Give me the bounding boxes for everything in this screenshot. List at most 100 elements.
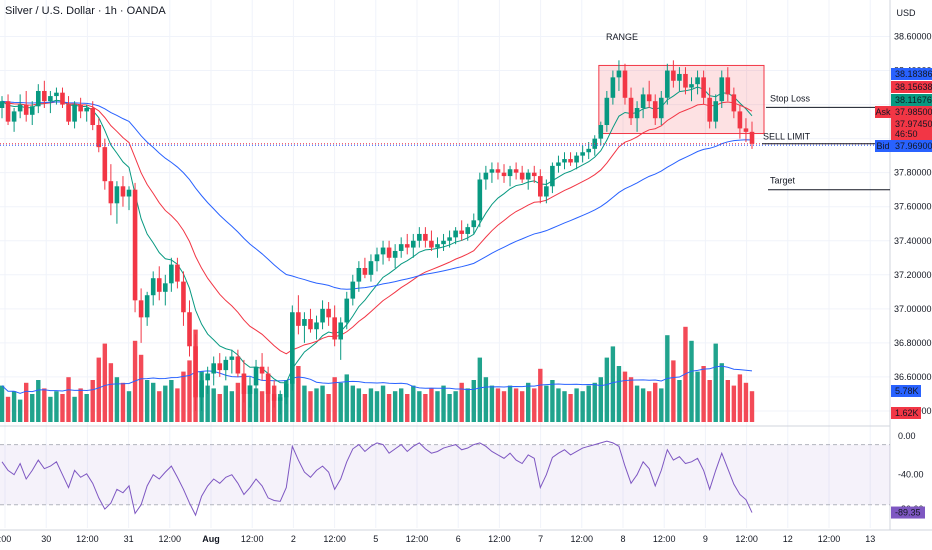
- candle-body: [447, 237, 452, 241]
- tag-bid-side-label: Bid: [876, 141, 889, 151]
- volume-bar: [48, 396, 53, 422]
- volume-bar: [653, 382, 658, 422]
- candle: [320, 300, 325, 330]
- candle: [78, 97, 83, 119]
- candle-body: [211, 363, 216, 374]
- candle-body: [241, 373, 247, 394]
- candle-body: [362, 267, 368, 275]
- candle-body: [247, 385, 253, 394]
- ema-9-line: [1, 86, 753, 384]
- candle: [410, 233, 416, 258]
- tag-ask-side-label: Ask: [875, 107, 891, 117]
- candle: [513, 162, 519, 180]
- candle-body: [253, 366, 259, 386]
- candle-body: [689, 84, 694, 88]
- volume-bar: [350, 385, 356, 422]
- candle: [374, 247, 380, 272]
- candle-body: [320, 308, 325, 323]
- volume-bar: [604, 357, 610, 422]
- time-tick-label: 12: [783, 534, 793, 544]
- candle-body: [205, 373, 210, 381]
- candle: [459, 220, 464, 241]
- candle-body: [314, 322, 319, 330]
- candle-body: [665, 70, 670, 98]
- tag-last-bg: [891, 118, 932, 130]
- sell-limit-label: SELL LIMIT: [763, 132, 811, 142]
- volume-bar: [84, 394, 89, 422]
- candle: [338, 317, 344, 360]
- candle-body: [217, 363, 223, 371]
- candle: [525, 169, 531, 190]
- volume-bar: [187, 360, 192, 422]
- ema-50-line: [1, 100, 753, 290]
- volume-bar: [36, 380, 41, 422]
- candle-body: [417, 233, 422, 241]
- volume-bar: [344, 374, 349, 422]
- tag-bid: Bid 37.96900: [875, 140, 932, 152]
- candle-body: [290, 312, 295, 384]
- candle-body: [453, 230, 458, 238]
- time-tick-label: 12:00: [488, 534, 511, 544]
- candle-body: [507, 169, 513, 177]
- candle: [205, 366, 210, 394]
- candle-body: [199, 380, 204, 398]
- volume-bar: [157, 391, 162, 422]
- volume-bar: [326, 394, 331, 422]
- candle: [156, 266, 162, 301]
- volume-bar: [701, 366, 706, 422]
- candle: [507, 165, 513, 187]
- volume-bar: [646, 391, 652, 422]
- candle-body: [229, 356, 235, 360]
- candle-body: [283, 383, 289, 398]
- candle-body: [84, 107, 89, 112]
- tag-bid-value: 37.96900: [895, 141, 932, 151]
- candle: [544, 179, 549, 204]
- candle: [29, 101, 35, 126]
- candle-body: [271, 393, 277, 401]
- candle: [646, 80, 652, 108]
- volume-bar: [501, 391, 507, 422]
- candle: [441, 233, 446, 251]
- volume-bar: [598, 377, 603, 422]
- candle-body: [42, 90, 47, 102]
- candle-body: [120, 186, 126, 197]
- candle: [193, 334, 198, 411]
- tag-ask: Ask 37.98500: [875, 106, 932, 118]
- volume-bar: [405, 394, 410, 422]
- candle: [35, 84, 41, 114]
- tag-stop-loss: 38.18386: [891, 68, 932, 80]
- candle: [150, 271, 156, 306]
- candle-body: [677, 73, 682, 81]
- candle: [66, 96, 71, 126]
- candle-body: [646, 94, 652, 102]
- candle-body: [423, 233, 428, 241]
- candle-body: [598, 125, 604, 139]
- candle-body: [308, 319, 313, 330]
- ema-20-line: [1, 100, 753, 355]
- candle: [652, 94, 658, 126]
- tag-bid-bg: [891, 140, 932, 152]
- volume-bar: [628, 377, 634, 422]
- volume-bar: [72, 396, 77, 422]
- volume-bar: [386, 394, 392, 422]
- price-tick-label: 37.80000: [894, 168, 932, 178]
- candle: [96, 118, 102, 153]
- candle: [120, 176, 126, 207]
- rsi-tick-label: -40.00: [898, 470, 924, 480]
- volume-bar: [96, 357, 101, 422]
- volume-bar: [550, 380, 555, 422]
- rsi-current-bg: [891, 506, 925, 519]
- tag-ema-b-value: 38.11676: [895, 95, 932, 105]
- candle: [17, 94, 23, 119]
- price-tick-label: 37.60000: [894, 202, 932, 212]
- candle: [241, 359, 247, 403]
- volume-bar: [380, 385, 386, 422]
- candle: [447, 230, 452, 248]
- volume-bar: [78, 388, 83, 422]
- volume-bar: [54, 391, 59, 422]
- candle-body: [586, 148, 591, 153]
- candle: [132, 182, 138, 313]
- candle-body: [392, 250, 398, 258]
- currency-label: USD: [896, 8, 916, 18]
